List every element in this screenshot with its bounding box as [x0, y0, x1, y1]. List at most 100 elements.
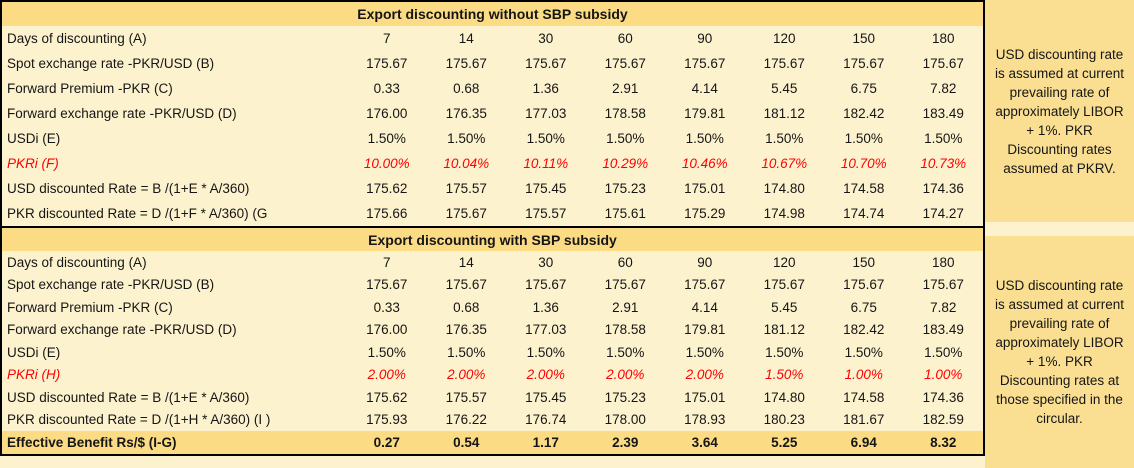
row-label: USDi (E) — [7, 131, 61, 146]
value-cell: 178.58 — [604, 322, 646, 338]
table-row: PKR discounted Rate = D /(1+H * A/360) (… — [2, 409, 983, 432]
value-cell: 14 — [458, 254, 474, 270]
value-cell: 175.67 — [445, 56, 487, 71]
value-cell: 7.82 — [930, 299, 957, 315]
value-cell: 0.68 — [453, 299, 480, 315]
effective-benefit-cell: 1.17 — [532, 435, 559, 450]
value-cell: 90 — [697, 254, 713, 270]
value-cell: 1.50% — [367, 344, 406, 360]
value-cell: 178.58 — [604, 106, 646, 121]
row-label: Spot exchange rate -PKR/USD (B) — [7, 277, 215, 293]
effective-benefit-cell: 0.54 — [453, 435, 480, 450]
value-cell: 175.23 — [604, 389, 646, 405]
section-title-with-subsidy: Export discounting with SBP subsidy — [2, 226, 983, 251]
table-row: PKRi (F) 10.00% 10.04% 10.11% 10.29% 10.46% 10… — [2, 151, 983, 176]
value-cell: 7.82 — [930, 81, 957, 96]
row-label: USD discounted Rate = B /(1+E * A/360) — [7, 389, 250, 405]
table-row: USD discounted Rate = B /(1+E * A/360) 17… — [2, 176, 983, 201]
effective-benefit-cell: 6.94 — [850, 435, 877, 450]
value-cell: 175.57 — [445, 181, 487, 196]
value-cell: 181.12 — [763, 322, 805, 338]
value-cell: 175.67 — [525, 56, 567, 71]
value-cell: 175.66 — [366, 206, 408, 221]
value-cell: 1.50% — [447, 131, 486, 146]
value-cell: 174.58 — [843, 181, 885, 196]
value-cell: 2.00% — [606, 367, 645, 383]
value-cell: 175.67 — [525, 277, 567, 293]
value-cell: 174.98 — [763, 206, 805, 221]
row-label: USDi (E) — [7, 344, 61, 360]
value-cell: 176.00 — [366, 322, 408, 338]
value-cell: 1.50% — [526, 131, 565, 146]
value-cell: 174.36 — [922, 181, 964, 196]
value-cell: 1.50% — [367, 131, 406, 146]
value-cell: 176.74 — [525, 412, 567, 428]
effective-benefit-label: Effective Benefit Rs/$ (I-G) — [7, 435, 177, 450]
row-label: Days of discounting (A) — [7, 254, 147, 270]
value-cell: 1.50% — [844, 344, 883, 360]
value-cell: 178.00 — [604, 412, 646, 428]
row-label: PKRi (F) — [7, 156, 59, 171]
row-label: PKRi (H) — [7, 367, 61, 383]
value-cell: 181.12 — [763, 106, 805, 121]
value-cell: 175.67 — [843, 56, 885, 71]
value-cell: 1.50% — [606, 344, 645, 360]
value-cell: 1.50% — [844, 131, 883, 146]
value-cell: 178.93 — [684, 412, 726, 428]
value-cell: 30 — [538, 31, 554, 46]
value-cell: 175.67 — [445, 206, 487, 221]
value-cell: 0.33 — [373, 81, 400, 96]
value-cell: 175.01 — [684, 389, 726, 405]
value-cell: 174.80 — [763, 181, 805, 196]
value-cell: 176.00 — [366, 106, 408, 121]
value-cell: 1.50% — [685, 344, 724, 360]
value-cell: 10.70% — [840, 156, 887, 171]
value-cell: 174.58 — [843, 389, 885, 405]
value-cell: 10.67% — [761, 156, 808, 171]
value-cell: 1.00% — [844, 367, 883, 383]
effective-benefit-cell: 5.25 — [771, 435, 798, 450]
value-cell: 175.62 — [366, 181, 408, 196]
value-cell: 182.42 — [843, 106, 885, 121]
value-cell: 175.93 — [366, 412, 408, 428]
value-cell: 2.00% — [685, 367, 724, 383]
value-cell: 1.36 — [532, 81, 559, 96]
row-label: Days of discounting (A) — [7, 31, 147, 46]
table-row: USD discounted Rate = B /(1+E * A/360) 17… — [2, 386, 983, 409]
value-cell: 7 — [382, 31, 391, 46]
value-cell: 175.45 — [525, 389, 567, 405]
section-without-subsidy-rows: Days of discounting (A) 7 14 30 60 90 120 150 18… — [2, 26, 983, 226]
value-cell: 1.50% — [447, 344, 486, 360]
effective-benefit-cell: 3.64 — [691, 435, 718, 450]
row-label: Forward Premium -PKR (C) — [7, 81, 173, 96]
value-cell: 175.67 — [366, 56, 408, 71]
value-cell: 175.67 — [922, 277, 964, 293]
note-without-subsidy: USD discounting rate is assumed at curre… — [985, 0, 1134, 222]
value-cell: 1.36 — [532, 299, 559, 315]
value-cell: 183.49 — [922, 322, 964, 338]
table-row: Days of discounting (A) 7 14 30 60 90 120 150 18… — [2, 251, 983, 274]
value-cell: 182.42 — [843, 322, 885, 338]
value-cell: 175.62 — [366, 389, 408, 405]
value-cell: 181.67 — [843, 412, 885, 428]
value-cell: 175.67 — [684, 277, 726, 293]
table-row: Spot exchange rate -PKR/USD (B) 175.67 175… — [2, 274, 983, 297]
value-cell: 7 — [382, 254, 391, 270]
value-cell: 1.50% — [765, 131, 804, 146]
value-cell: 176.35 — [445, 106, 487, 121]
value-cell: 150 — [852, 254, 876, 270]
value-cell: 174.80 — [763, 389, 805, 405]
value-cell: 175.45 — [525, 181, 567, 196]
table-row: PKRi (H) 2.00% 2.00% 2.00% 2.00% 2.00% 1.50% 1.… — [2, 364, 983, 387]
value-cell: 2.00% — [447, 367, 486, 383]
table-row: Days of discounting (A) 7 14 30 60 90 120 150 18… — [2, 26, 983, 51]
value-cell: 175.67 — [604, 277, 646, 293]
value-cell: 2.91 — [612, 299, 639, 315]
table-row: Forward Premium -PKR (C) 0.33 0.68 1.36 2.91… — [2, 296, 983, 319]
value-cell: 1.50% — [526, 344, 565, 360]
value-cell: 175.57 — [445, 389, 487, 405]
effective-benefit-cell: 0.27 — [373, 435, 400, 450]
value-cell: 182.59 — [922, 412, 964, 428]
row-label: Forward exchange rate -PKR/USD (D) — [7, 106, 237, 121]
